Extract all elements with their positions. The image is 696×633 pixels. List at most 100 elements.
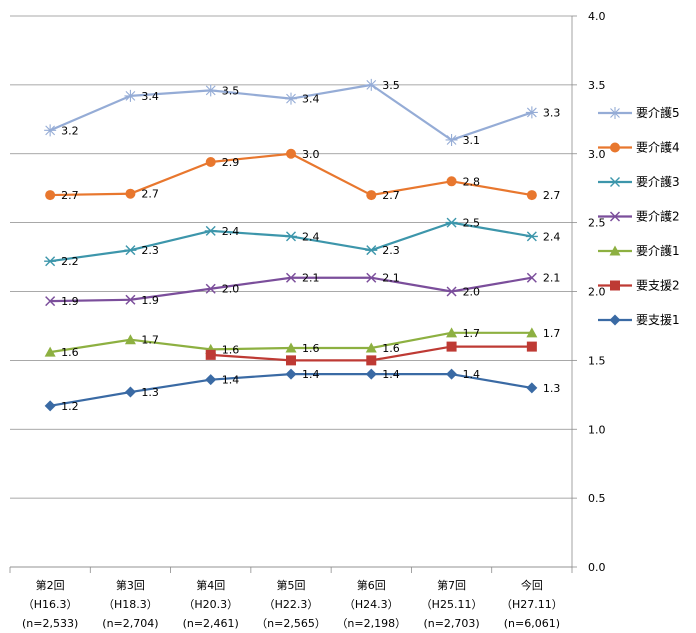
x-category-label: 第6回 [357, 578, 386, 592]
data-label: 3.5 [222, 84, 240, 97]
data-point [365, 368, 377, 380]
data-point [285, 92, 297, 105]
x-category-label: （H16.3） [23, 598, 78, 611]
data-point [365, 78, 378, 91]
series-line [50, 276, 533, 303]
data-label: 1.4 [382, 368, 400, 381]
data-point [445, 133, 458, 146]
data-label: 1.6 [382, 342, 400, 355]
y-tick-label: 0.5 [588, 492, 606, 505]
data-label: 1.6 [302, 342, 320, 355]
data-point [366, 190, 377, 201]
data-label: 1.4 [222, 374, 240, 387]
data-point [44, 346, 56, 357]
data-point [446, 176, 457, 187]
y-tick-label: 2.5 [588, 217, 606, 230]
data-labels-layer: 3.2 3.4 3.5 3.4 3.5 3.1 3.3 2.7 2.7 2.9 3.0 2.7 2.8 2… [61, 79, 560, 413]
data-point [204, 225, 217, 236]
data-point [124, 245, 137, 256]
x-category-label: （n=2,198） [336, 617, 406, 630]
legend-marker [609, 107, 621, 119]
legend-marker [610, 142, 620, 153]
x-category-label: 第5回 [277, 578, 306, 592]
x-category-label: 今回 [521, 578, 543, 592]
legend-label: 要介護4 [636, 140, 680, 155]
data-label: 3.4 [141, 90, 159, 103]
data-point [125, 294, 136, 305]
x-category-label: （n=2,565） [256, 617, 326, 630]
legend-label: 要介護3 [636, 174, 680, 189]
data-point [44, 124, 57, 137]
y-tick-label: 3.0 [588, 148, 606, 161]
series-要介護5 [44, 78, 538, 146]
data-label: 2.4 [543, 230, 561, 243]
data-point [285, 368, 297, 380]
data-label: 3.0 [302, 148, 320, 161]
data-point [365, 245, 378, 256]
x-category-label: (n=2,703) [423, 617, 479, 630]
data-point [446, 368, 458, 380]
data-label: 3.4 [302, 93, 320, 106]
data-point [526, 272, 537, 283]
data-label: 1.3 [543, 382, 561, 395]
legend-item: 要介護4 [598, 140, 680, 155]
x-category-label: （H18.3） [103, 598, 158, 611]
data-label: 2.7 [382, 189, 400, 202]
data-point [445, 217, 458, 228]
series-要支援1 [44, 368, 538, 412]
data-label: 1.6 [61, 346, 78, 359]
series-line [50, 152, 533, 197]
data-label: 3.5 [382, 79, 400, 92]
x-category-label: 第3回 [116, 578, 145, 592]
x-category-label: （H20.3） [183, 598, 238, 611]
data-point [45, 296, 56, 307]
data-point [525, 231, 538, 242]
legend-label: 要支援2 [636, 279, 680, 293]
legend-label: 要介護2 [636, 209, 680, 224]
data-point [286, 148, 296, 159]
data-point [525, 106, 538, 119]
data-point [285, 231, 297, 242]
data-label: 2.7 [61, 189, 78, 202]
legend-label: 要介護1 [636, 243, 680, 258]
data-label: 2.4 [302, 230, 320, 243]
x-category-label: （H24.3） [344, 598, 399, 611]
data-label: 2.0 [463, 286, 481, 299]
y-tick-label: 3.5 [588, 79, 606, 92]
data-point [204, 84, 217, 97]
x-category-label: （H22.3） [264, 598, 319, 611]
data-label: 2.1 [382, 272, 400, 285]
data-label: 1.7 [141, 334, 159, 347]
data-point [124, 334, 136, 345]
data-label: 2.3 [382, 244, 400, 257]
legend-marker [609, 314, 621, 326]
y-tick-label: 1.0 [588, 423, 606, 436]
y-tick-label: 0.0 [588, 561, 606, 574]
x-category-label: 第4回 [196, 578, 225, 592]
data-point [205, 283, 216, 294]
legend-label: 要支援1 [636, 313, 680, 327]
data-point [446, 327, 458, 338]
legend-item: 要介護3 [598, 174, 680, 189]
data-label: 2.5 [463, 217, 481, 230]
data-point [205, 374, 217, 386]
series-要介護4 [45, 148, 537, 201]
data-label: 1.9 [141, 294, 159, 307]
data-label: 2.4 [222, 225, 240, 238]
data-label: 2.0 [222, 283, 240, 296]
data-label: 1.7 [543, 327, 561, 340]
data-point [526, 190, 537, 201]
data-label: 2.1 [302, 272, 320, 285]
y-tick-label: 2.0 [588, 286, 606, 299]
data-label: 1.3 [141, 386, 159, 399]
gridlines [10, 15, 572, 568]
legend: 要介護5 要介護4 要介護3 要介護2 要介護1 要支援2 要支援1 [598, 105, 680, 327]
legend-item: 要介護2 [598, 209, 680, 224]
data-label: 3.2 [61, 124, 78, 137]
data-label: 2.1 [543, 272, 561, 285]
data-point [285, 272, 297, 283]
data-point [285, 342, 297, 353]
axes: 0.0 0.5 1.0 1.5 2.0 2.5 3.0 3.5 4.0 第2回 （H16.3） (n=… [9, 10, 606, 630]
data-label: 3.3 [543, 106, 561, 119]
data-point [125, 188, 136, 199]
